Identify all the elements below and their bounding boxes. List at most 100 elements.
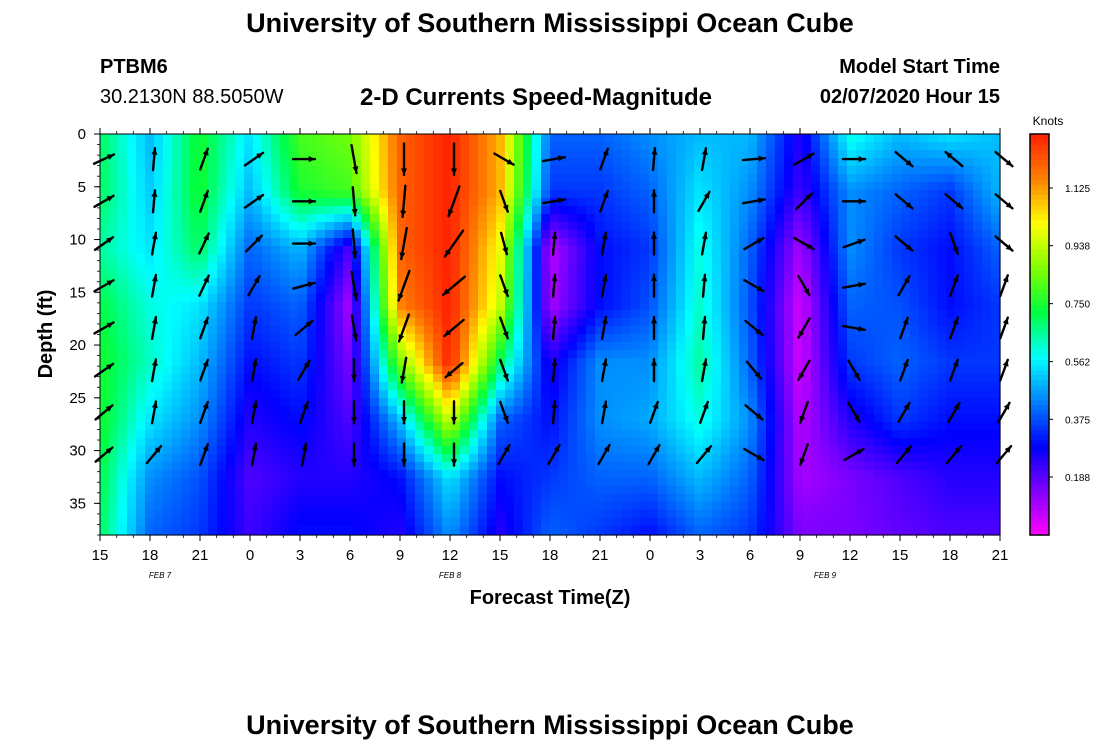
heatmap-cell [577,470,587,479]
heatmap-cell [766,158,776,167]
heatmap-cell [901,374,911,383]
heatmap-cell [199,494,209,503]
heatmap-cell [946,310,956,319]
heatmap-cell [955,190,965,199]
heatmap-cell [343,390,353,399]
heatmap-cell [757,334,767,343]
heatmap-cell [730,358,740,367]
heatmap-cell [406,390,416,399]
heatmap-cell [739,222,749,231]
heatmap-cell [685,246,695,255]
heatmap-cell [253,302,263,311]
heatmap-cell [172,246,182,255]
heatmap-cell [595,430,605,439]
heatmap-cell [856,374,866,383]
heatmap-cell [811,198,821,207]
heatmap-cell [721,302,731,311]
heatmap-cell [667,150,677,159]
heatmap-cell [604,406,614,415]
heatmap-cell [361,342,371,351]
heatmap-cell [973,166,983,175]
heatmap-cell [901,526,911,535]
heatmap-cell [370,366,380,375]
heatmap-cell [532,350,542,359]
heatmap-cell [136,310,146,319]
heatmap-cell [793,246,803,255]
heatmap-cell [586,142,596,151]
heatmap-cell [721,158,731,167]
heatmap-cell [370,414,380,423]
heatmap-cell [244,262,254,271]
heatmap-cell [505,502,515,511]
heatmap-cell [325,486,335,495]
heatmap-cell [109,502,119,511]
heatmap-cell [928,462,938,471]
heatmap-cell [316,358,326,367]
heatmap-cell [352,158,362,167]
heatmap-cell [910,294,920,303]
heatmap-cell [235,486,245,495]
heatmap-cell [154,270,164,279]
heatmap-cell [118,158,128,167]
heatmap-cell [901,294,911,303]
heatmap-cell [217,142,227,151]
heatmap-cell [370,150,380,159]
heatmap-cell [847,318,857,327]
heatmap-cell [217,174,227,183]
heatmap-cell [334,502,344,511]
heatmap-cell [460,310,470,319]
heatmap-cell [802,206,812,215]
heatmap-cell [604,302,614,311]
heatmap-cell [118,230,128,239]
heatmap-cell [613,182,623,191]
heatmap-cell [550,174,560,183]
heatmap-cell [874,526,884,535]
heatmap-cell [667,494,677,503]
heatmap-cell [712,270,722,279]
heatmap-cell [919,158,929,167]
heatmap-cell [325,182,335,191]
heatmap-cell [640,222,650,231]
heatmap-cell [253,366,263,375]
heatmap-cell [262,454,272,463]
heatmap-cell [460,278,470,287]
heatmap-cell [532,190,542,199]
heatmap-cell [190,358,200,367]
heatmap-cell [937,518,947,527]
heatmap-cell [883,326,893,335]
heatmap-cell [973,478,983,487]
heatmap-cell [181,358,191,367]
heatmap-cell [154,414,164,423]
heatmap-cell [397,462,407,471]
heatmap-cell [748,302,758,311]
heatmap-cell [703,326,713,335]
heatmap-cell [703,134,713,143]
heatmap-cell [928,502,938,511]
heatmap-cell [334,478,344,487]
heatmap-cell [271,150,281,159]
heatmap-cell [793,286,803,295]
heatmap-cell [433,182,443,191]
heatmap-cell [937,270,947,279]
heatmap-cell [460,358,470,367]
heatmap-cell [136,182,146,191]
heatmap-cell [541,174,551,183]
heatmap-cell [793,326,803,335]
heatmap-cell [865,518,875,527]
heatmap-cell [694,470,704,479]
heatmap-cell [181,278,191,287]
heatmap-cell [829,350,839,359]
heatmap-cell [640,334,650,343]
heatmap-cell [190,230,200,239]
heatmap-cell [271,182,281,191]
heatmap-cell [955,502,965,511]
heatmap-cell [298,430,308,439]
heatmap-cell [208,222,218,231]
heatmap-cell [262,502,272,511]
heatmap-cell [397,142,407,151]
heatmap-cell [514,166,524,175]
heatmap-cell [784,430,794,439]
heatmap-cell [208,494,218,503]
heatmap-cell [577,166,587,175]
heatmap-cell [973,254,983,263]
